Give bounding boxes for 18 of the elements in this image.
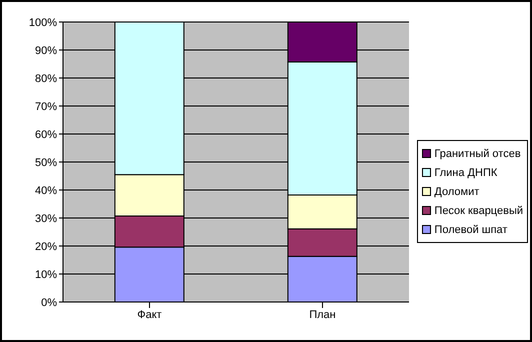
legend-label: Доломит [434,186,480,198]
legend-label: Глина ДНПК [434,166,498,178]
y-tick-label: 100% [28,16,58,29]
y-tick-label: 80% [34,72,58,85]
y-tick-label: 70% [34,100,58,113]
y-tick-label: 0% [41,296,58,309]
y-tick-label: 90% [34,44,58,57]
y-tick-label: 60% [34,128,58,141]
y-tick-label: 10% [34,268,58,281]
y-tick-label: 40% [34,184,58,197]
legend-label: Гранитный отсев [434,148,521,160]
y-tick-label: 20% [34,240,58,253]
legend-label: Полевой шпат [434,224,508,236]
x-tick-label: План [309,308,336,321]
legend-label: Песок кварцевый [434,204,523,216]
y-tick-label: 50% [34,156,58,169]
y-tick-label: 30% [34,212,58,225]
x-tick-label: Факт [137,308,162,321]
